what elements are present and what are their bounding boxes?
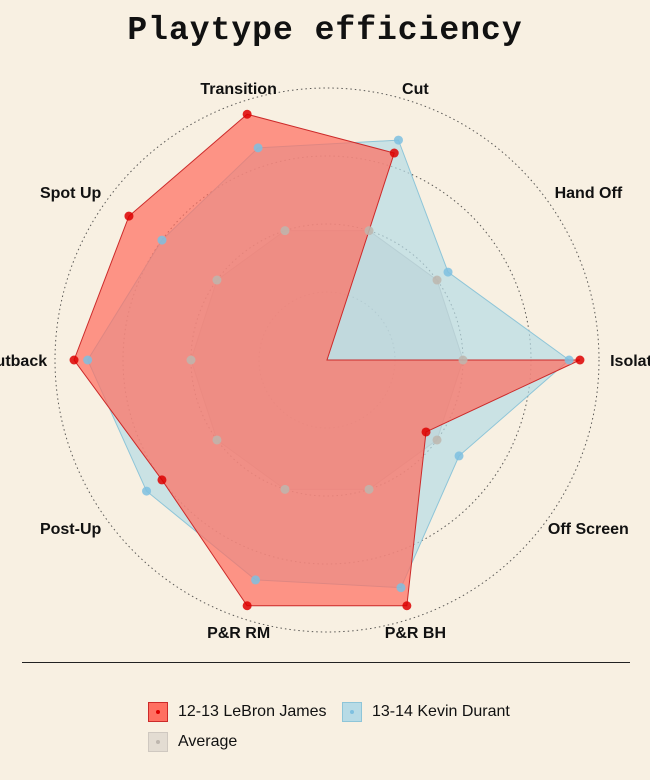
radar-chart: Isolation Hand Off Cut Transition Spot Up Put… xyxy=(0,81,650,642)
legend-swatch-lebron xyxy=(148,702,168,722)
series-0-point-5 xyxy=(69,355,79,365)
series-1-point-0 xyxy=(564,355,574,365)
chart-title: Playtype efficiency xyxy=(127,12,523,49)
axis-label-2: Cut xyxy=(402,81,429,98)
series-2-point-1 xyxy=(432,275,442,285)
series-2-point-8 xyxy=(364,484,374,494)
axis-label-0: Isolation xyxy=(610,353,650,370)
series-2-point-2 xyxy=(364,226,374,236)
legend-label-lebron: 12-13 LeBron James xyxy=(178,703,327,720)
series-0-point-0 xyxy=(575,355,585,365)
series-0-point-8 xyxy=(402,601,412,611)
series-0-point-6 xyxy=(157,475,167,485)
legend-item-durant[interactable]: 13-14 Kevin Durant xyxy=(342,701,510,723)
axis-label-3: Transition xyxy=(200,81,276,98)
series-1-point-5 xyxy=(83,355,93,365)
legend-divider xyxy=(22,662,630,663)
legend-swatch-durant xyxy=(342,702,362,722)
series-1-point-1 xyxy=(443,267,453,277)
series-2-point-4 xyxy=(212,275,222,285)
series-0-point-4 xyxy=(124,211,134,221)
axis-label-9: Off Screen xyxy=(548,521,629,538)
series-0-point-2 xyxy=(389,148,399,158)
axis-label-6: Post-Up xyxy=(40,521,102,538)
series-1-point-7 xyxy=(251,575,261,585)
series-2-point-9 xyxy=(432,435,442,445)
legend-label-durant: 13-14 Kevin Durant xyxy=(372,703,510,720)
series-0-point-3 xyxy=(242,109,252,119)
legend-item-average[interactable]: Average xyxy=(148,731,237,753)
series-1-point-6 xyxy=(142,486,152,496)
series-2-point-6 xyxy=(212,435,222,445)
axis-label-7: P&R RM xyxy=(207,625,270,642)
series-area-0 xyxy=(73,113,581,607)
legend-swatch-average xyxy=(148,732,168,752)
axis-label-5: Putback xyxy=(0,353,47,370)
series-1-point-2 xyxy=(393,135,403,145)
series-1-point-8 xyxy=(396,583,406,593)
series-2-point-0 xyxy=(458,355,468,365)
legend-label-average: Average xyxy=(178,733,238,750)
series-1-point-4 xyxy=(157,235,167,245)
axis-label-8: P&R BH xyxy=(385,625,446,642)
legend-item-lebron[interactable]: 12-13 LeBron James xyxy=(148,701,327,723)
series-2-point-7 xyxy=(280,484,290,494)
grid-ring-3 xyxy=(54,87,600,633)
series-1-point-3 xyxy=(253,143,263,153)
series-0-point-7 xyxy=(242,601,252,611)
series-1-point-9 xyxy=(454,451,464,461)
axis-label-4: Spot Up xyxy=(40,185,102,202)
axis-label-1: Hand Off xyxy=(555,185,623,202)
series-0-point-9 xyxy=(421,427,431,437)
series-2-point-3 xyxy=(280,226,290,236)
series-2-point-5 xyxy=(186,355,196,365)
